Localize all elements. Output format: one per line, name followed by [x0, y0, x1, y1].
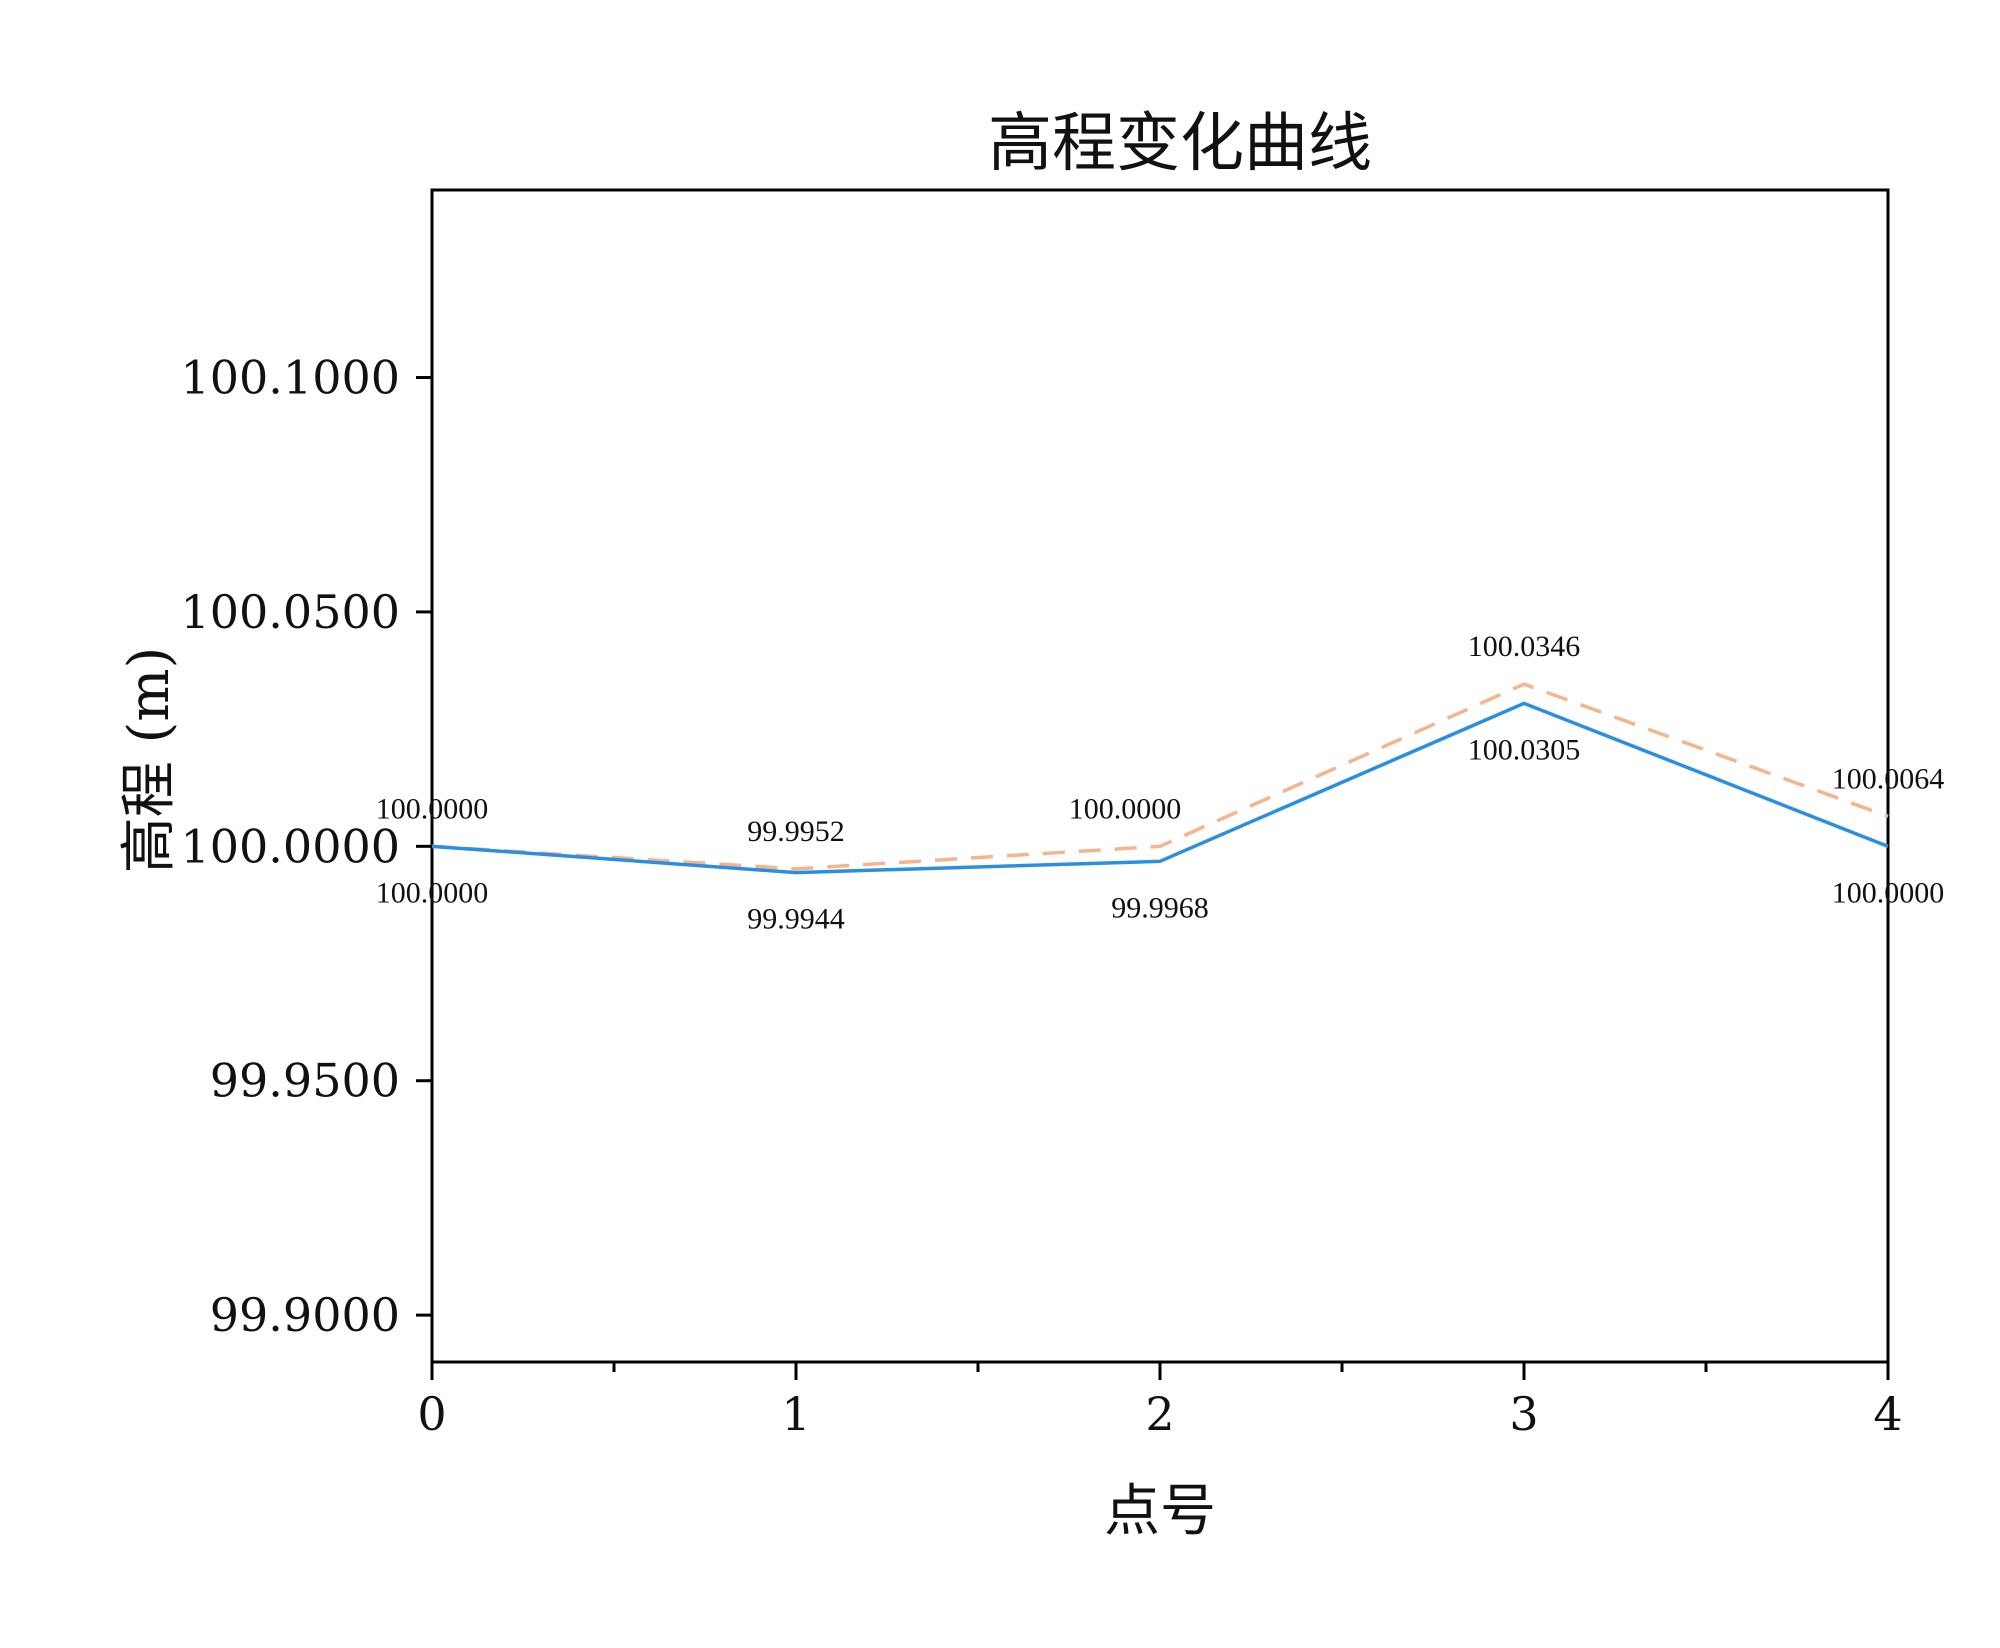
x-tick-label: 1	[781, 1387, 810, 1441]
x-tick-label: 4	[1873, 1387, 1902, 1441]
dashed-series-line	[431, 682, 1889, 871]
data-label-lower: 100.0000	[376, 876, 489, 909]
y-axis-ticks: 99.9000 99.9500 100.0000 100.0500 100.1000	[181, 351, 432, 1342]
x-tick-label: 3	[1509, 1387, 1538, 1441]
x-axis-title: 点号	[1104, 1479, 1216, 1544]
chart-title: 高程变化曲线	[988, 107, 1372, 181]
data-labels: 100.0000 99.9944 99.9968 100.0305 100.0000 10…	[376, 630, 1945, 935]
x-tick-label: 0	[417, 1387, 446, 1441]
data-label-lower: 99.9968	[1111, 891, 1209, 924]
plot-frame	[430, 188, 1890, 1364]
plot-area-border	[430, 188, 1890, 1364]
data-label-lower: 99.9944	[747, 903, 845, 936]
y-tick-label: 99.9000	[210, 1288, 400, 1342]
x-tick-label: 2	[1145, 1387, 1174, 1441]
y-tick-label: 100.0500	[181, 585, 401, 639]
y-tick-label: 99.9500	[210, 1054, 400, 1108]
data-label-upper: 100.0000	[376, 792, 489, 825]
data-label-upper: 100.0346	[1468, 630, 1581, 663]
data-label-lower: 100.0000	[1832, 876, 1945, 909]
data-label-upper: 100.0000	[1069, 792, 1182, 825]
y-tick-label: 100.0000	[181, 819, 401, 873]
data-label-upper: 99.9952	[747, 815, 845, 848]
y-tick-label: 100.1000	[181, 351, 401, 405]
data-label-lower: 100.0305	[1468, 733, 1581, 766]
x-axis-ticks: 0 1 2 3 4	[417, 1362, 1903, 1441]
series-lines	[431, 682, 1889, 875]
solid-series-line	[431, 701, 1889, 875]
y-axis-title: 高程 (m)	[117, 647, 182, 874]
data-label-upper: 100.0064	[1832, 762, 1945, 795]
